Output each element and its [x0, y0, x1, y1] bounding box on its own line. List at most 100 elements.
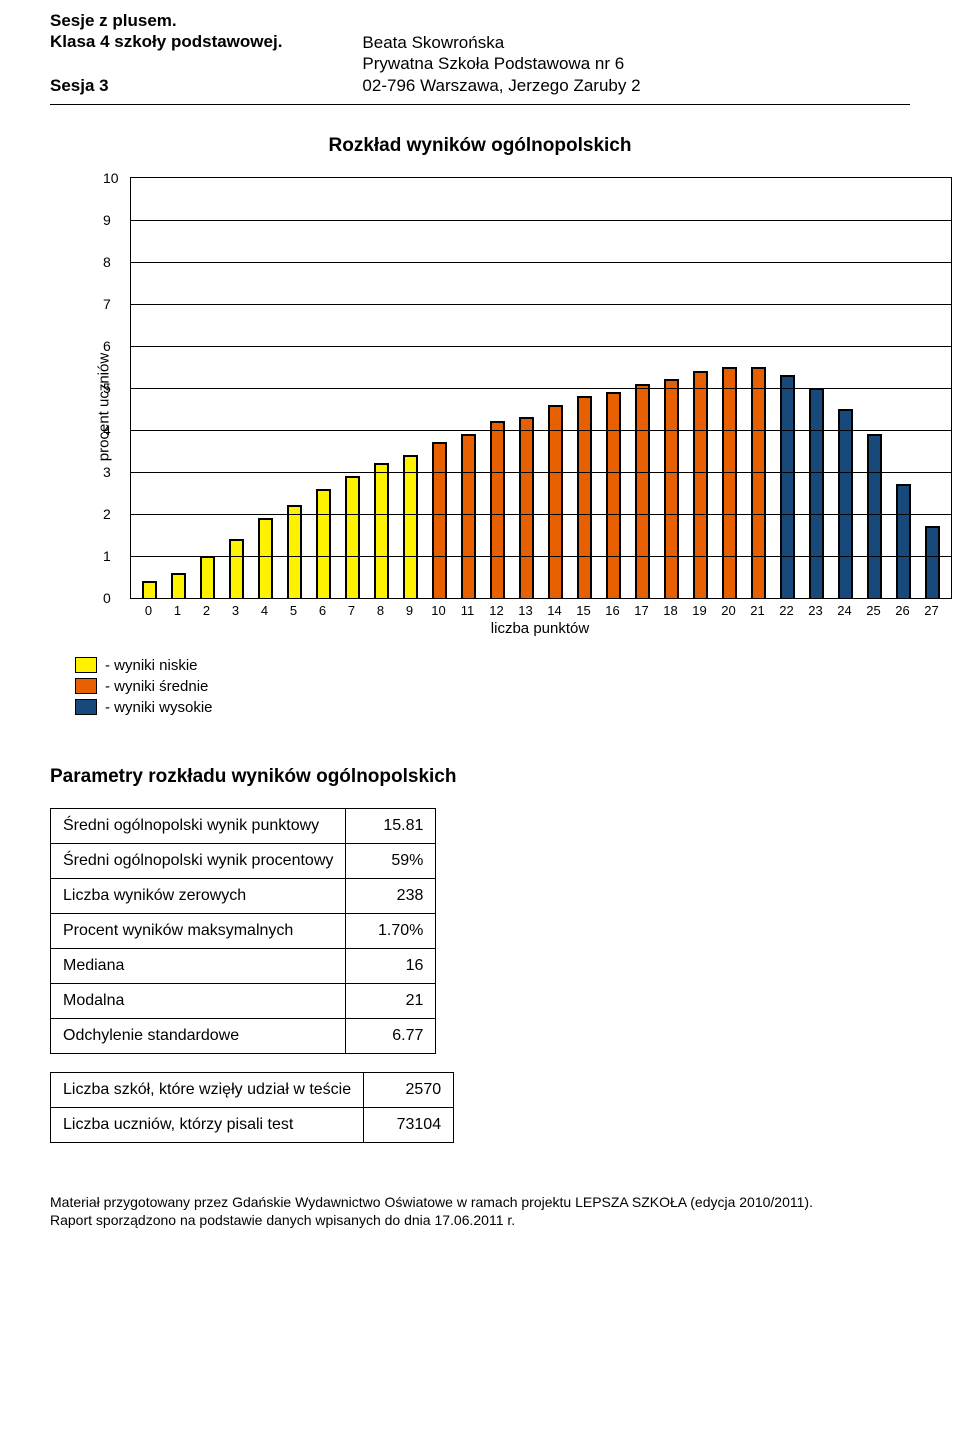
x-tick: 6	[315, 603, 330, 618]
bar	[403, 455, 418, 598]
x-tick: 26	[895, 603, 910, 618]
param-label: Modalna	[51, 983, 346, 1018]
table-row: Liczba szkół, które wzięły udział w teśc…	[51, 1072, 454, 1107]
params-table: Średni ogólnopolski wynik punktowy15.81Ś…	[50, 808, 436, 1054]
x-tick: 5	[286, 603, 301, 618]
param-value: 2570	[364, 1072, 454, 1107]
chart-legend: - wyniki niskie - wyniki średnie - wyniki …	[75, 657, 910, 716]
footer-line1: Materiał przygotowany przez Gdańskie Wyd…	[50, 1193, 910, 1211]
y-tick: 6	[103, 338, 111, 354]
grid-line	[131, 556, 951, 557]
param-value: 238	[346, 878, 436, 913]
param-label: Średni ogólnopolski wynik punktowy	[51, 808, 346, 843]
x-tick: 19	[692, 603, 707, 618]
x-tick: 14	[547, 603, 562, 618]
grid-line	[131, 346, 951, 347]
bar	[838, 409, 853, 598]
bar	[490, 421, 505, 597]
bar	[751, 367, 766, 598]
y-tick: 10	[103, 170, 119, 186]
x-tick: 8	[373, 603, 388, 618]
session-label: Sesja 3	[50, 75, 282, 96]
bar-chart: 012345678910	[130, 177, 952, 599]
x-tick: 20	[721, 603, 736, 618]
bar	[577, 396, 592, 598]
y-tick: 1	[103, 548, 111, 564]
y-tick: 8	[103, 254, 111, 270]
x-tick: 15	[576, 603, 591, 618]
x-tick: 17	[634, 603, 649, 618]
x-tick: 23	[808, 603, 823, 618]
legend-label: - wyniki niskie	[105, 657, 198, 674]
x-tick: 3	[228, 603, 243, 618]
legend-swatch	[75, 699, 97, 715]
x-tick: 9	[402, 603, 417, 618]
bar	[635, 384, 650, 598]
legend-item: - wyniki średnie	[75, 678, 910, 695]
params-title: Parametry rozkładu wyników ogólnopolskic…	[50, 766, 910, 788]
param-value: 59%	[346, 843, 436, 878]
bar	[200, 556, 215, 598]
legend-item: - wyniki niskie	[75, 657, 910, 674]
x-tick: 7	[344, 603, 359, 618]
x-tick: 11	[460, 603, 475, 618]
bar	[461, 434, 476, 598]
bar	[258, 518, 273, 598]
params-table-2: Liczba szkół, które wzięły udział w teśc…	[50, 1072, 454, 1143]
param-label: Odchylenie standardowe	[51, 1018, 346, 1053]
bar	[606, 392, 621, 598]
bar	[432, 442, 447, 597]
bar	[229, 539, 244, 598]
page-header: Sesje z plusem. Klasa 4 szkoły podstawow…	[50, 10, 910, 105]
bar	[693, 371, 708, 598]
grid-line	[131, 514, 951, 515]
footer: Materiał przygotowany przez Gdańskie Wyd…	[50, 1193, 910, 1229]
y-tick: 9	[103, 212, 111, 228]
bar	[345, 476, 360, 598]
legend-item: - wyniki wysokie	[75, 699, 910, 716]
x-tick: 25	[866, 603, 881, 618]
x-tick: 27	[924, 603, 939, 618]
grid-line	[131, 472, 951, 473]
grid-line	[131, 430, 951, 431]
y-tick: 7	[103, 296, 111, 312]
legend-swatch	[75, 678, 97, 694]
table-row: Procent wyników maksymalnych1.70%	[51, 913, 436, 948]
table-row: Średni ogólnopolski wynik procentowy59%	[51, 843, 436, 878]
param-label: Liczba uczniów, którzy pisali test	[51, 1107, 364, 1142]
param-label: Liczba szkół, które wzięły udział w teśc…	[51, 1072, 364, 1107]
legend-swatch	[75, 657, 97, 673]
table-row: Średni ogólnopolski wynik punktowy15.81	[51, 808, 436, 843]
bar	[809, 388, 824, 598]
bar	[519, 417, 534, 598]
table-row: Liczba uczniów, którzy pisali test73104	[51, 1107, 454, 1142]
x-tick: 18	[663, 603, 678, 618]
bar	[664, 379, 679, 597]
bar	[316, 489, 331, 598]
bar	[548, 405, 563, 598]
table-row: Liczba wyników zerowych238	[51, 878, 436, 913]
x-axis-label: liczba punktów	[130, 620, 950, 637]
param-value: 1.70%	[346, 913, 436, 948]
footer-line2: Raport sporządzono na podstawie danych w…	[50, 1211, 910, 1229]
legend-label: - wyniki średnie	[105, 678, 208, 695]
author: Beata Skowrońska	[362, 32, 910, 53]
bar	[780, 375, 795, 598]
bar	[896, 484, 911, 597]
param-value: 21	[346, 983, 436, 1018]
x-tick: 16	[605, 603, 620, 618]
chart-container: procent uczniów 012345678910 01234567891…	[90, 177, 910, 637]
param-value: 16	[346, 948, 436, 983]
y-axis-label: procent uczniów	[96, 353, 113, 461]
address: 02-796 Warszawa, Jerzego Zaruby 2	[362, 75, 910, 96]
y-tick: 3	[103, 464, 111, 480]
param-label: Średni ogólnopolski wynik procentowy	[51, 843, 346, 878]
school: Prywatna Szkoła Podstawowa nr 6	[362, 53, 910, 74]
x-tick: 24	[837, 603, 852, 618]
bar	[722, 367, 737, 598]
x-tick: 10	[431, 603, 446, 618]
chart-title: Rozkład wyników ogólnopolskich	[50, 135, 910, 157]
y-tick: 5	[103, 380, 111, 396]
bar	[287, 505, 302, 597]
x-tick: 13	[518, 603, 533, 618]
